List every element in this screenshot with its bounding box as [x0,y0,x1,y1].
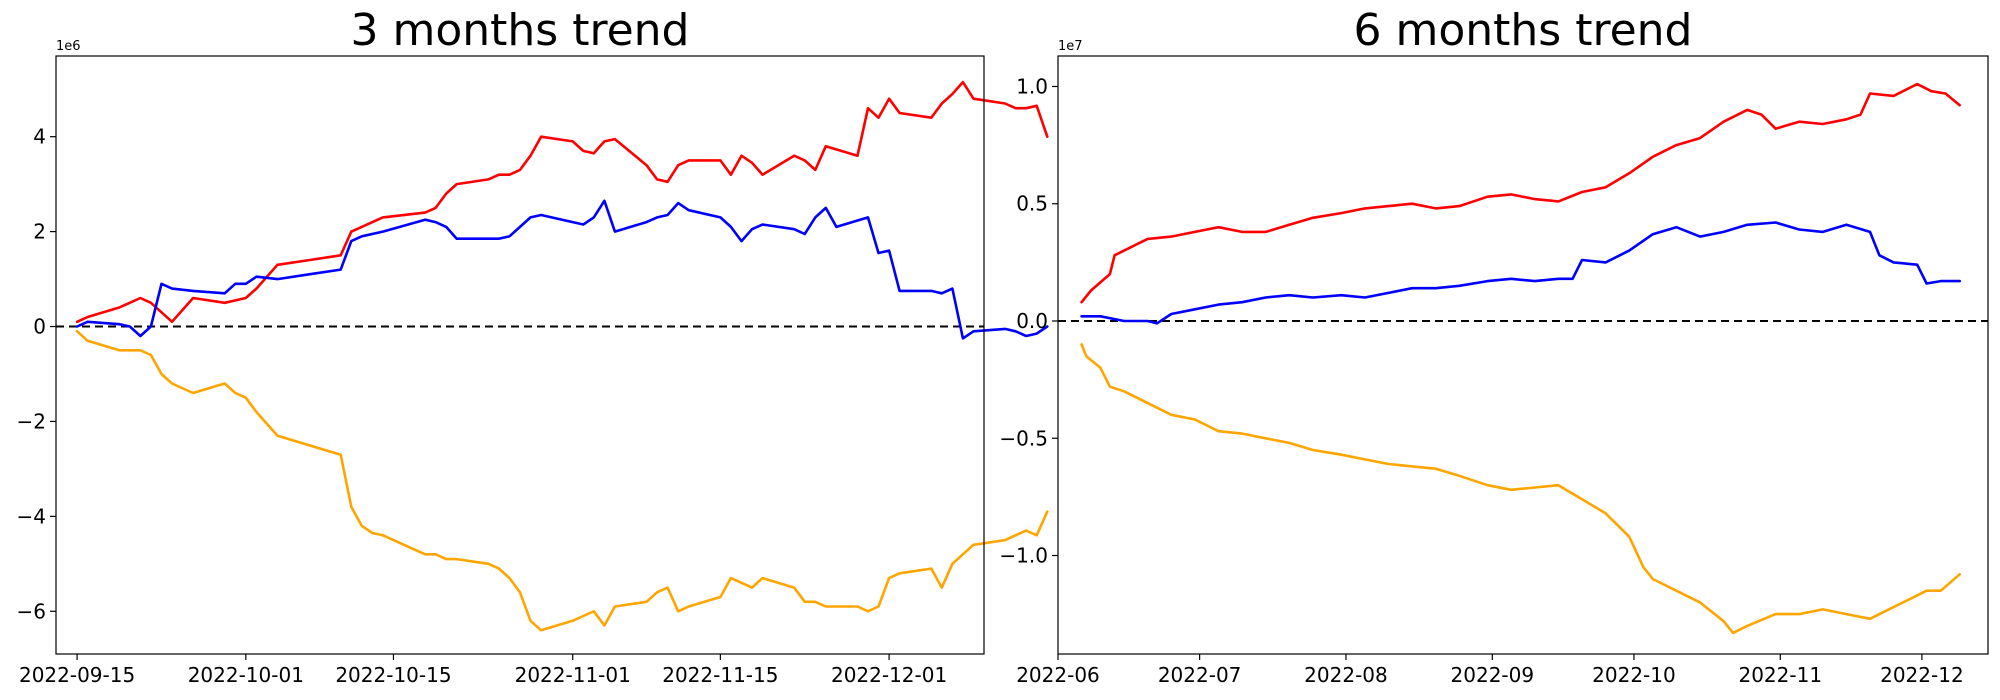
chart-title: 6 months trend [1354,5,1693,56]
x-tick-label: 2022-11-01 [515,663,631,687]
y-tick-label: 0 [33,315,46,339]
x-tick-label: 2022-09 [1451,663,1535,687]
plot-area-frame [55,55,985,655]
x-axis: 2022-06 2022-07 2022-08 2022-09 2022-10 2022-… [1016,654,1964,687]
y-tick-label: −4 [17,504,46,528]
x-tick-label: 2022-11-15 [662,663,778,687]
x-tick-label: 2022-11 [1738,663,1822,687]
plot-area-frame [1057,55,1989,655]
chart-6-months-trend: 6 months trend 1e7 −1.0 −0.5 0.0 0.5 1.0 202… [999,5,1989,687]
x-tick-label: 2022-06 [1016,663,1100,687]
series-line-1 [1080,82,1961,304]
x-tick-label: 2022-07 [1158,663,1242,687]
y-axis-offset-label: 1e7 [1058,39,1083,54]
x-axis: 2022-09-15 2022-10-01 2022-10-15 2022-11-01… [19,654,947,687]
plot-marks [1058,82,1988,635]
x-tick-label: 2022-08 [1304,663,1388,687]
x-tick-label: 2022-12 [1880,663,1964,687]
plot-marks [56,80,1049,632]
x-tick-label: 2022-10-01 [188,663,304,687]
series-line-3 [1080,343,1961,635]
y-tick-label: 0.0 [1016,309,1048,333]
y-axis: −6 −4 −2 0 2 4 [17,125,56,623]
x-tick-label: 2022-12-01 [831,663,947,687]
y-axis-offset-label: 1e6 [56,39,81,54]
y-axis: −1.0 −0.5 0.0 0.5 1.0 [999,74,1058,568]
y-tick-label: −0.5 [999,426,1048,450]
x-tick-label: 2022-10 [1592,663,1676,687]
x-tick-label: 2022-09-15 [19,663,135,687]
series-line-2 [1080,221,1961,325]
y-tick-label: −1.0 [999,544,1048,568]
y-tick-label: 2 [33,220,46,244]
y-tick-label: −2 [17,409,46,433]
y-tick-label: 0.5 [1016,192,1048,216]
series-line-1 [75,80,1049,324]
series-line-3 [75,329,1049,632]
y-tick-label: 4 [33,125,46,149]
y-tick-label: −6 [17,599,46,623]
y-tick-label: 1.0 [1016,74,1048,98]
series-line-2 [75,199,1049,340]
chart-title: 3 months trend [351,5,690,56]
x-tick-label: 2022-10-15 [335,663,451,687]
